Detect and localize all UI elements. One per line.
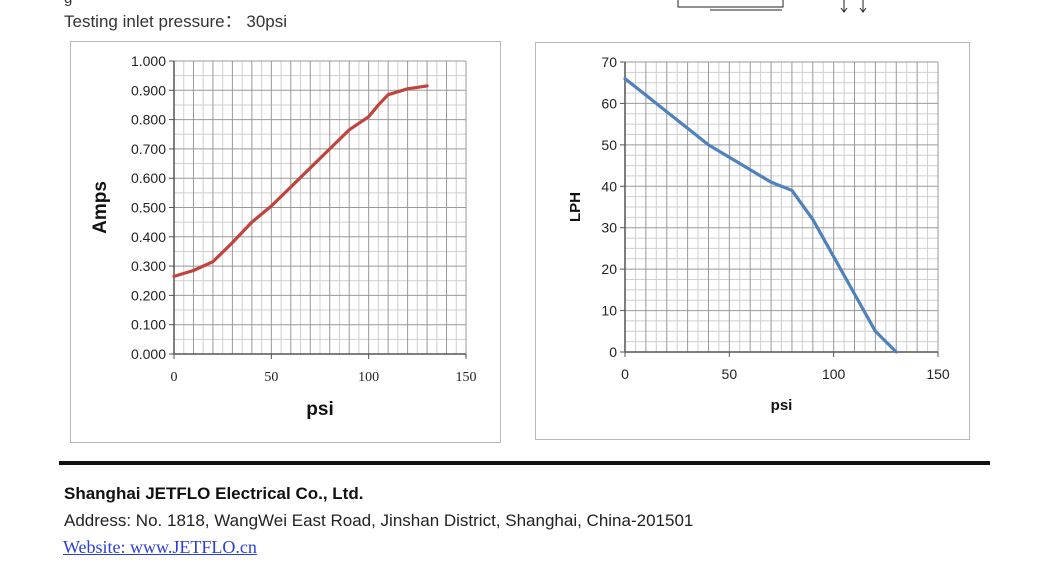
data-point <box>853 292 856 296</box>
y-tick-label: 0.000 <box>131 346 166 362</box>
y-tick-label: 10 <box>601 303 617 319</box>
data-point <box>686 127 689 130</box>
data-point <box>348 128 351 132</box>
company-name: Shanghai JETFLO Electrical Co., Ltd. <box>64 484 364 503</box>
y-tick-label: 40 <box>601 178 617 194</box>
y-tick-label: 0 <box>609 344 617 360</box>
inlet-pressure-note: Testing inlet pressure： 30psi <box>64 12 288 31</box>
data-point <box>309 166 312 170</box>
lph-chart: 0 10 20 30 40 50 60 70 0 50 100 150 psi LPH <box>567 54 950 414</box>
data-point <box>665 110 668 113</box>
y-tick-label: 50 <box>601 137 617 153</box>
amps-chart: 0.000 0.100 0.200 0.300 0.400 0.500 0.600 0.700… <box>90 53 477 420</box>
x-tick-label: 150 <box>456 370 477 385</box>
data-point <box>250 220 254 224</box>
data-point <box>328 147 331 151</box>
pump-diagram-fragment <box>677 0 867 13</box>
y-tick-label: 0.800 <box>131 112 166 128</box>
x-axis-title: psi <box>306 399 333 420</box>
y-tick-label: 0.500 <box>131 200 166 216</box>
y-tick-label: 0.200 <box>131 287 166 303</box>
y-tick-label: 0.300 <box>131 258 166 274</box>
header-fragment: g <box>64 0 72 7</box>
data-point <box>623 77 627 80</box>
y-tick-label: 70 <box>601 54 617 70</box>
y-tick-label: 0.400 <box>131 229 166 245</box>
data-point <box>289 185 292 189</box>
x-tick-label: 150 <box>926 366 950 382</box>
x-axis-title: psi <box>771 397 793 414</box>
footer-divider <box>59 461 990 465</box>
data-point <box>769 180 773 184</box>
x-tick-label: 0 <box>171 370 178 385</box>
diagram-lines <box>677 0 867 13</box>
data-point <box>895 350 898 354</box>
data-point <box>874 330 877 333</box>
x-tick-label: 100 <box>822 366 846 382</box>
data-point <box>749 168 752 171</box>
data-point <box>728 156 731 159</box>
data-point <box>790 189 794 192</box>
x-tick-label: 100 <box>358 370 379 385</box>
x-tick-label: 50 <box>722 366 738 382</box>
y-axis-title: LPH <box>567 192 584 222</box>
x-tick-label: 0 <box>621 366 629 382</box>
x-tick-label: 50 <box>264 370 278 385</box>
lph-chart-panel: 0 10 20 30 40 50 60 70 0 50 100 150 psi LPH <box>535 42 970 440</box>
y-tick-label: 0.900 <box>131 82 166 98</box>
data-point <box>832 255 835 258</box>
y-tick-label: 30 <box>601 220 617 236</box>
y-tick-label: 0.100 <box>131 317 166 333</box>
y-tick-label: 1.000 <box>131 53 166 69</box>
y-axis-title: Amps <box>90 181 111 234</box>
data-point <box>386 93 390 96</box>
y-tick-label: 0.700 <box>131 141 166 157</box>
data-point <box>192 269 195 272</box>
data-point <box>406 87 409 91</box>
y-tick-label: 20 <box>601 261 617 277</box>
data-point <box>644 93 648 97</box>
series-line <box>623 76 898 354</box>
data-point <box>707 143 710 147</box>
data-point <box>211 260 215 263</box>
amps-chart-panel: 0.000 0.100 0.200 0.300 0.400 0.500 0.600 0.700… <box>70 41 501 443</box>
data-point <box>172 275 176 278</box>
data-point <box>811 218 814 221</box>
y-tick-label: 60 <box>601 95 617 111</box>
y-tick-label: 0.600 <box>131 170 166 186</box>
data-point <box>367 115 370 118</box>
data-point <box>377 103 380 107</box>
company-address: Address: No. 1818, WangWei East Road, Ji… <box>64 511 694 530</box>
website-link[interactable]: Website: www.JETFLO.cn <box>63 537 257 557</box>
data-point <box>231 241 234 244</box>
data-point <box>270 204 273 208</box>
data-point <box>425 84 429 88</box>
minor-gridlines <box>625 62 938 352</box>
